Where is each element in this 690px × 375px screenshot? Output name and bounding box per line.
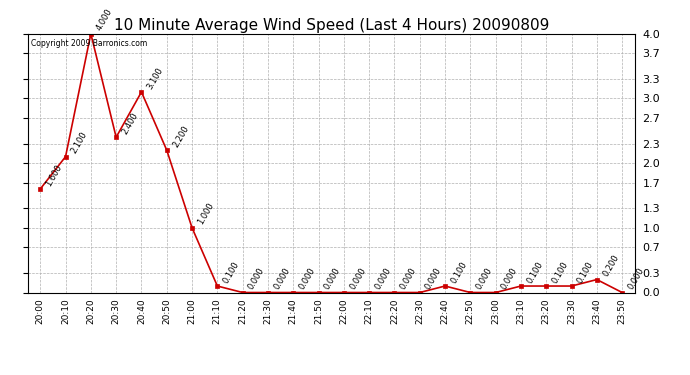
Text: 0.100: 0.100 xyxy=(575,260,595,285)
Text: 0.100: 0.100 xyxy=(525,260,544,285)
Text: 0.000: 0.000 xyxy=(500,266,520,291)
Text: 0.100: 0.100 xyxy=(221,260,241,285)
Text: 0.000: 0.000 xyxy=(272,266,292,291)
Text: 0.000: 0.000 xyxy=(475,266,494,291)
Text: 0.000: 0.000 xyxy=(323,266,342,291)
Text: Copyright 2009 Barronics.com: Copyright 2009 Barronics.com xyxy=(30,39,147,48)
Text: 0.000: 0.000 xyxy=(297,266,317,291)
Text: 0.000: 0.000 xyxy=(373,266,393,291)
Text: 2.400: 2.400 xyxy=(120,111,140,136)
Text: 1.600: 1.600 xyxy=(44,162,64,188)
Title: 10 Minute Average Wind Speed (Last 4 Hours) 20090809: 10 Minute Average Wind Speed (Last 4 Hou… xyxy=(114,18,549,33)
Text: 0.200: 0.200 xyxy=(601,253,620,278)
Text: 3.100: 3.100 xyxy=(146,66,166,91)
Text: 0.000: 0.000 xyxy=(424,266,444,291)
Text: 0.000: 0.000 xyxy=(627,266,646,291)
Text: 1.000: 1.000 xyxy=(196,201,216,226)
Text: 2.100: 2.100 xyxy=(70,130,89,155)
Text: 0.100: 0.100 xyxy=(551,260,570,285)
Text: 2.200: 2.200 xyxy=(171,124,190,149)
Text: 0.100: 0.100 xyxy=(449,260,469,285)
Text: 0.000: 0.000 xyxy=(247,266,266,291)
Text: 0.000: 0.000 xyxy=(348,266,368,291)
Text: 4.000: 4.000 xyxy=(95,8,115,32)
Text: 0.000: 0.000 xyxy=(399,266,418,291)
